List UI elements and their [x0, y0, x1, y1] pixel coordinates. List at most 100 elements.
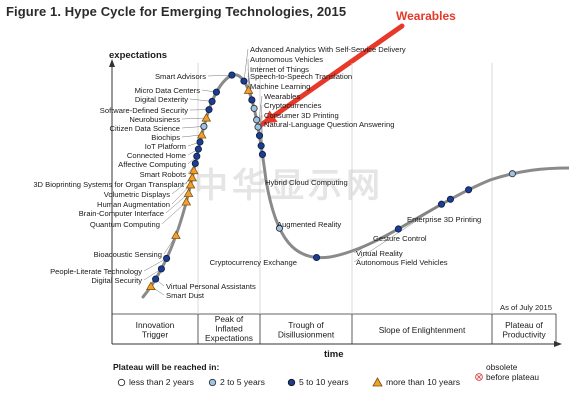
- legend-obsolete-row: before plateau: [474, 372, 539, 382]
- label-volumetric-displays: Volumetric Displays: [104, 190, 170, 199]
- marker-natural-language-question-answering: [258, 150, 267, 158]
- label-micro-data-centers: Micro Data Centers: [135, 86, 201, 95]
- marker-cryptocurrency-exchange: [394, 225, 402, 233]
- label-cryptocurrency-exchange: Cryptocurrency Exchange: [210, 258, 297, 267]
- as-of-date: As of July 2015: [500, 303, 552, 312]
- leader-line-smart-advisors: [207, 74, 232, 77]
- phase-label: Slope of Enlightenment: [379, 325, 466, 335]
- marker-machine-learning: [253, 116, 261, 124]
- label-speech-to-speech-translation: Speech-to-Speech Translation: [250, 72, 352, 81]
- leader-line-autonomous-vehicles: [247, 58, 249, 91]
- label-3d-bioprinting-systems-for-organ-transplant: 3D Bioprinting Systems for Organ Transpl…: [33, 180, 185, 189]
- marker-bioacoustic-sensing: [171, 230, 181, 239]
- marker-software-defined-security: [205, 106, 213, 114]
- marker-volumetric-displays: [187, 172, 198, 182]
- legend-item-less-than-2: less than 2 years: [117, 377, 194, 387]
- label-biochips: Biochips: [151, 133, 180, 142]
- label-smart-dust: Smart Dust: [166, 291, 205, 300]
- leader-line-people-literate-technology: [143, 258, 167, 272]
- marker-smart-advisors: [228, 71, 236, 79]
- leader-line-consumer-3d-printing: [260, 114, 263, 146]
- phase-label: Inflated: [215, 324, 243, 334]
- technology-markers: [146, 71, 516, 290]
- x-axis-label: time: [324, 349, 344, 360]
- leader-line-internet-of-things: [247, 68, 253, 100]
- chart-frame: [109, 59, 562, 347]
- marker-people-literate-technology: [163, 254, 171, 262]
- phase-label: Trough of: [288, 320, 324, 330]
- orange-triangle-icon: [372, 377, 383, 387]
- label-digital-security: Digital Security: [91, 276, 142, 285]
- obsolete-icon: [475, 373, 483, 381]
- label-internet-of-things: Internet of Things: [250, 65, 309, 74]
- white-circle-icon: [117, 378, 126, 386]
- label-human-augmentation: Human Augmentation: [97, 200, 170, 209]
- label-neurobusiness: Neurobusiness: [129, 115, 180, 124]
- leader-line-quantum-computing: [161, 201, 187, 225]
- marker-3d-bioprinting-systems-for-organ-transplant: [189, 165, 199, 175]
- label-autonomous-vehicles: Autonomous Vehicles: [250, 55, 323, 64]
- legend-item-5-to-10: 5 to 10 years: [287, 377, 349, 387]
- label-citizen-data-science: Citizen Data Science: [110, 124, 181, 133]
- label-quantum-computing: Quantum Computing: [90, 220, 160, 229]
- label-smart-robots: Smart Robots: [140, 170, 187, 179]
- leader-line-cryptocurrencies: [259, 104, 263, 136]
- marker-smart-robots: [191, 159, 199, 168]
- phase-label: Peak of: [215, 314, 244, 324]
- darkblue-circle-icon: [287, 378, 296, 386]
- legend-label: 5 to 10 years: [299, 377, 349, 387]
- watermark: 中华显示网: [194, 167, 384, 205]
- figure-title: Figure 1. Hype Cycle for Emerging Techno…: [6, 4, 347, 19]
- label-consumer-3d-printing: Consumer 3D Printing: [264, 111, 339, 120]
- marker-iot-platform: [196, 138, 204, 146]
- legend-item-2-to-5: 2 to 5 years: [208, 377, 265, 387]
- marker-advanced-analytics-with-self-service-delivery: [240, 77, 248, 85]
- marker-quantum-computing: [181, 196, 192, 206]
- phase-label: Trigger: [142, 330, 168, 340]
- label-enterprise-3d-printing: Enterprise 3D Printing: [407, 215, 481, 224]
- label-affective-computing: Affective Computing: [118, 160, 186, 169]
- label-connected-home: Connected Home: [127, 151, 186, 160]
- marker-human-augmentation: [185, 179, 196, 189]
- callout-arrow: [257, 23, 405, 129]
- marker-speech-to-speech-translation: [250, 104, 258, 112]
- leader-line-autonomous-field-vehicles: [353, 204, 442, 263]
- label-brain-computer-interface: Brain-Computer Interface: [79, 209, 164, 218]
- leader-line-advanced-analytics-with-self-service-delivery: [243, 48, 249, 82]
- leader-line-virtual-reality: [353, 199, 451, 254]
- marker-micro-data-centers: [212, 88, 220, 96]
- label-hybrid-cloud-computing: Hybrid Cloud Computing: [265, 178, 348, 187]
- label-iot-platform: IoT Platform: [145, 142, 186, 151]
- legend-label: before plateau: [486, 372, 540, 382]
- label-software-defined-security: Software-Defined Security: [100, 106, 188, 115]
- label-virtual-personal-assistants: Virtual Personal Assistants: [166, 282, 256, 291]
- marker-neurobusiness: [201, 113, 212, 122]
- phase-label: Innovation: [136, 320, 175, 330]
- marker-citizen-data-science: [200, 122, 208, 130]
- label-virtual-reality: Virtual Reality: [356, 249, 403, 258]
- label-advanced-analytics-with-self-service-delivery: Advanced Analytics With Self-Service Del…: [250, 45, 406, 54]
- marker-internet-of-things: [248, 96, 256, 104]
- label-people-literate-technology: People-Literate Technology: [50, 267, 142, 276]
- marker-connected-home: [194, 145, 202, 153]
- marker-affective-computing: [193, 152, 201, 160]
- marker-enterprise-3d-printing: [508, 170, 516, 178]
- marker-hybrid-cloud-computing: [275, 224, 284, 232]
- marker-augmented-reality: [312, 253, 321, 262]
- arrow-head: [262, 110, 278, 124]
- label-smart-advisors: Smart Advisors: [155, 72, 206, 81]
- marker-virtual-reality: [446, 195, 455, 203]
- marker-cryptocurrencies: [255, 132, 264, 140]
- label-augmented-reality: Augmented Reality: [277, 220, 341, 229]
- phase-label: Expectations: [205, 333, 253, 343]
- legend-title: Plateau will be reached in:: [113, 362, 220, 372]
- marker-smart-dust: [146, 281, 156, 290]
- label-autonomous-field-vehicles: Autonomous Field Vehicles: [356, 258, 448, 267]
- leader-line-citizen-data-science: [181, 126, 204, 129]
- legend-label: more than 10 years: [386, 377, 461, 387]
- leader-line-neurobusiness: [181, 117, 207, 120]
- marker-biochips: [196, 130, 207, 139]
- legend-label: obsolete: [486, 362, 518, 372]
- x-axis-arrowhead: [554, 341, 562, 347]
